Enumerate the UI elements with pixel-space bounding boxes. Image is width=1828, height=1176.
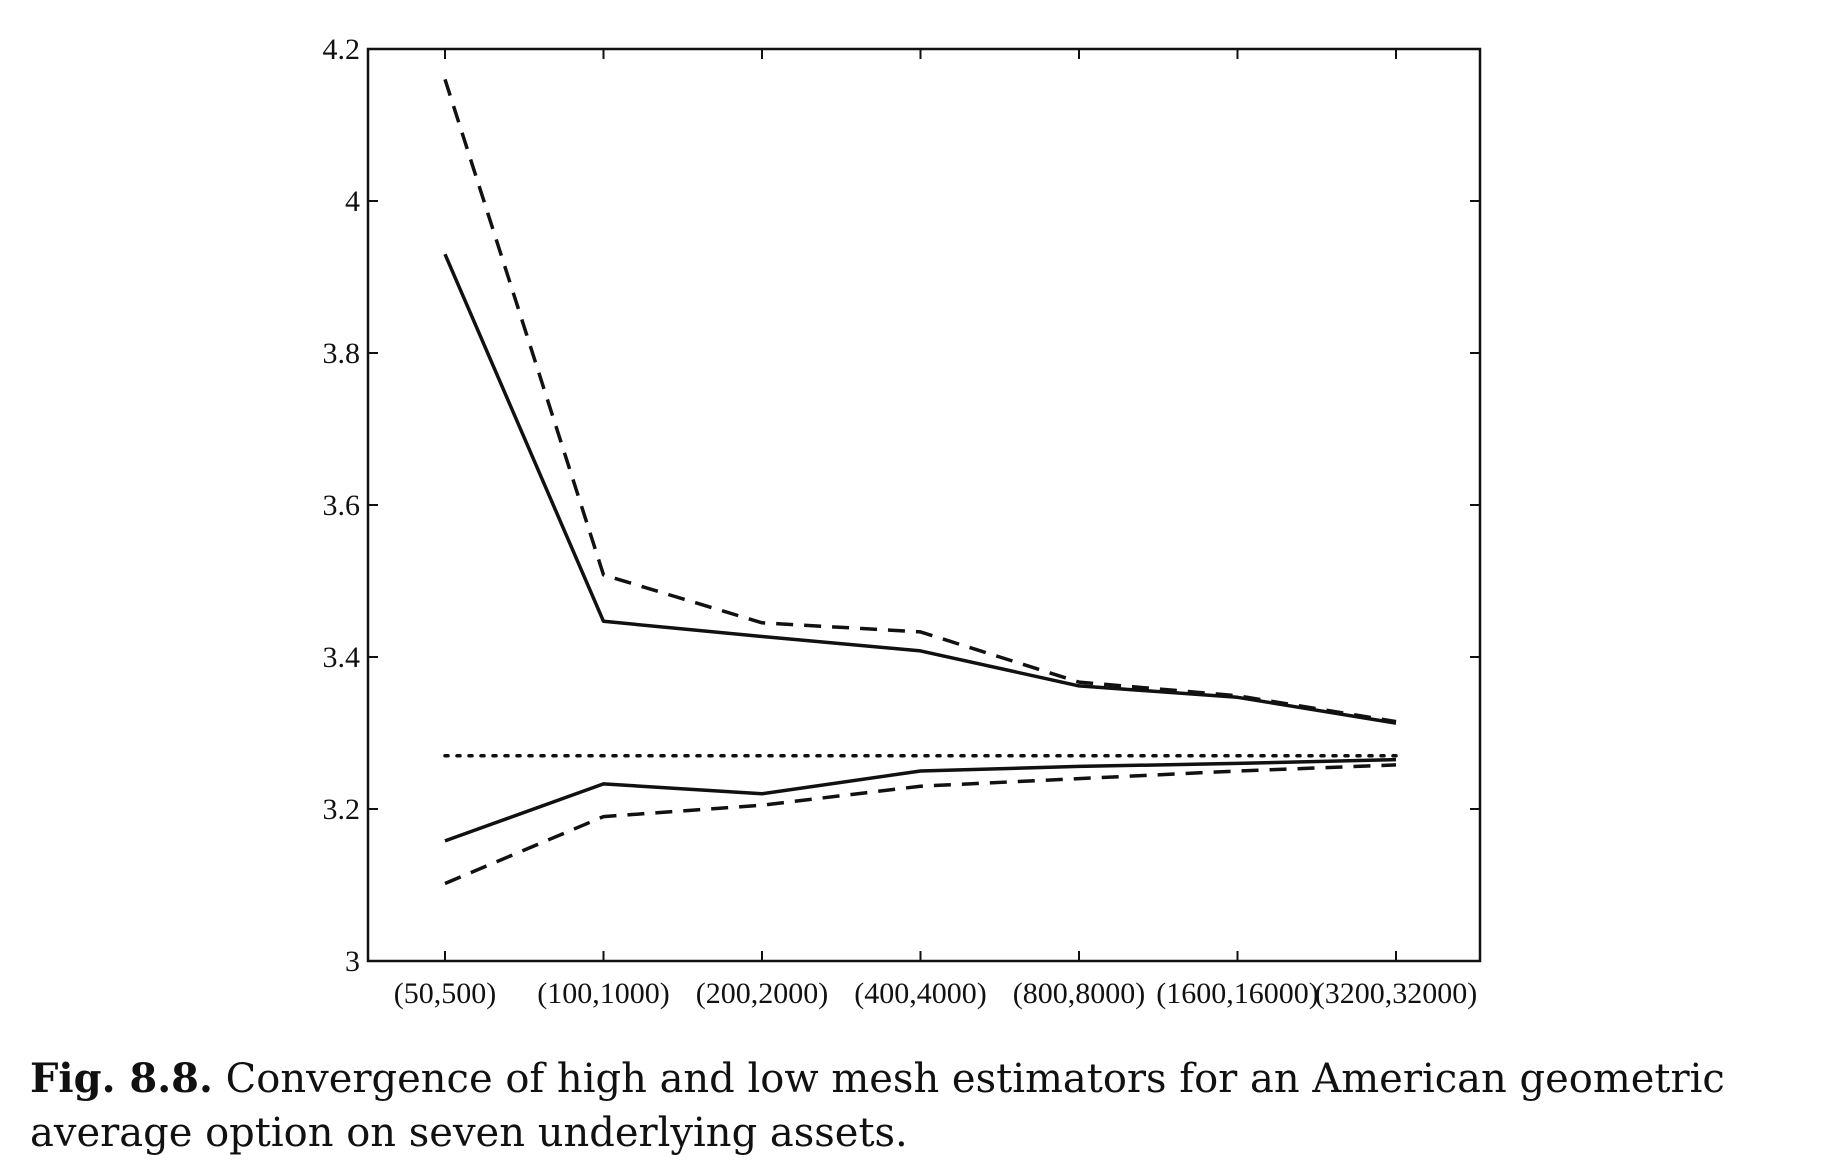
figure-caption: Fig. 8.8. Convergence of high and low me…: [30, 1052, 1820, 1160]
series-lines: [443, 78, 1398, 886]
series-line-dashed: [444, 763, 1397, 886]
y-tick-label: 3.4: [323, 641, 361, 674]
x-tick-label: (400,4000): [854, 977, 986, 1010]
y-tick-label: 3.8: [323, 337, 361, 370]
series-line-dashed: [443, 78, 1397, 724]
x-tick-label: (50,500): [394, 977, 496, 1010]
plot-frame: [366, 47, 1482, 963]
x-tick-labels: (50,500) (100,1000) (200,2000) (400,4000) (8…: [394, 977, 1477, 1010]
x-tick-label: (100,1000): [537, 977, 669, 1010]
convergence-chart: 3 3.2 3.4 3.6 3.8 4 4.2 (50,500) (100,1000) (200…: [323, 33, 1482, 1010]
x-tick-label: (3200,32000): [1315, 977, 1477, 1010]
series-line-solid: [444, 757, 1397, 843]
x-tick-label: (800,8000): [1013, 977, 1145, 1010]
axis-ticks: [368, 48, 1480, 962]
x-tick-label: (200,2000): [696, 977, 828, 1010]
y-tick-label: 3.6: [323, 489, 361, 522]
y-tick-label: 3: [345, 945, 360, 978]
y-tick-label: 4: [345, 185, 360, 218]
x-tick-label: (1600,16000): [1156, 977, 1318, 1010]
y-tick-label: 3.2: [323, 793, 361, 826]
series-line-solid: [443, 253, 1397, 725]
y-tick-labels: 3 3.2 3.4 3.6 3.8 4 4.2: [323, 33, 361, 978]
y-tick-label: 4.2: [323, 33, 361, 66]
figure-caption-text: Convergence of high and low mesh estimat…: [30, 1056, 1725, 1156]
figure-label: Fig. 8.8.: [30, 1055, 213, 1102]
